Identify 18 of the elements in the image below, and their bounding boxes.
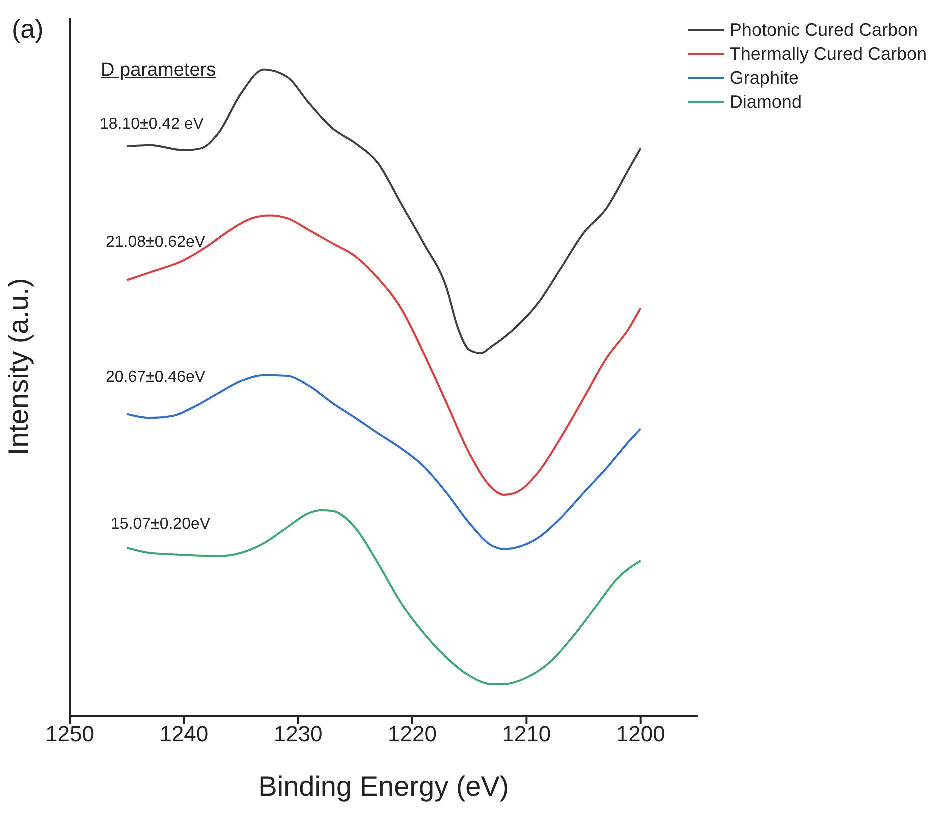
x-tick-label: 1200 bbox=[616, 722, 666, 747]
legend-label: Diamond bbox=[730, 91, 802, 114]
x-tick-label: 1220 bbox=[388, 722, 437, 747]
annotation: 18.10±0.42 eV bbox=[100, 116, 204, 134]
x-tick-label: 1230 bbox=[274, 722, 323, 747]
annotation: 15.07±0.20eV bbox=[111, 516, 211, 534]
x-tick-label: 1240 bbox=[160, 722, 209, 747]
annotation: D parameters bbox=[101, 60, 216, 82]
legend-label: Thermally Cured Carbon bbox=[730, 43, 927, 66]
x-tick-label: 1250 bbox=[46, 722, 94, 747]
text: (a) bbox=[12, 14, 44, 45]
x-tick-label: 1210 bbox=[502, 722, 552, 747]
annotation: 21.08±0.62eV bbox=[106, 234, 206, 252]
legend-label: Graphite bbox=[730, 67, 799, 90]
legend-label: Photonic Cured Carbon bbox=[730, 19, 918, 42]
y-axis-title: Intensity (a.u.) bbox=[2, 278, 34, 456]
x-axis-title: Binding Energy (eV) bbox=[258, 771, 510, 802]
annotation: 20.67±0.46eV bbox=[106, 369, 206, 387]
